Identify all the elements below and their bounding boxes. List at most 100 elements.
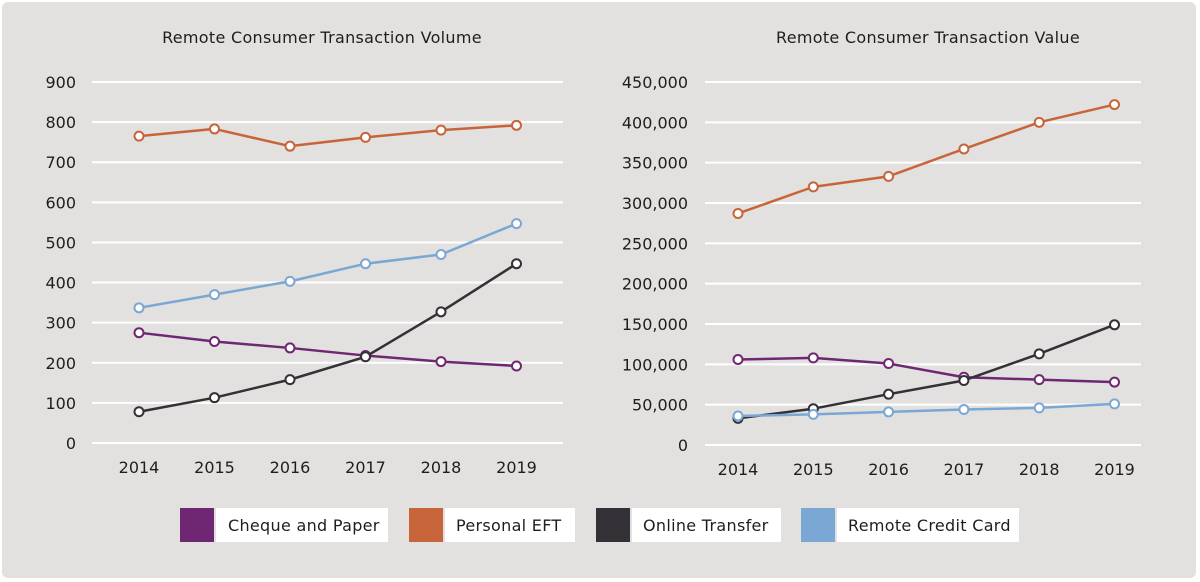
volume-series bbox=[133, 119, 522, 418]
volume-x-tick-label: 2017 bbox=[345, 458, 386, 477]
value-data-point-cheque-and-paper[interactable] bbox=[883, 358, 895, 370]
volume-data-point-online-transfer[interactable] bbox=[133, 406, 145, 418]
value-y-ticks: 0 50,000 100,000 150,000 200,000 250,000 300,0… bbox=[622, 73, 688, 455]
volume-data-point-cheque-and-paper[interactable] bbox=[133, 327, 145, 339]
volume-x-ticks: 2014 2015 2016 2017 2018 2019 bbox=[119, 458, 537, 477]
legend-label-remote-credit-card: Remote Credit Card bbox=[848, 516, 1011, 535]
value-data-point-personal-eft[interactable] bbox=[958, 143, 970, 155]
volume-y-tick-label: 700 bbox=[45, 153, 76, 172]
volume-data-point-cheque-and-paper[interactable] bbox=[284, 342, 296, 354]
volume-data-point-remote-credit-card[interactable] bbox=[435, 248, 447, 260]
volume-x-tick-label: 2019 bbox=[496, 458, 537, 477]
value-data-point-personal-eft[interactable] bbox=[807, 181, 819, 193]
volume-chart: Remote Consumer Transaction Volume 0 100 2… bbox=[45, 28, 563, 477]
volume-y-tick-label: 800 bbox=[45, 113, 76, 132]
volume-data-point-online-transfer[interactable] bbox=[284, 374, 296, 386]
value-data-point-online-transfer[interactable] bbox=[883, 388, 895, 400]
value-data-point-online-transfer[interactable] bbox=[1109, 319, 1120, 331]
value-data-point-remote-credit-card[interactable] bbox=[807, 408, 819, 420]
value-data-point-remote-credit-card[interactable] bbox=[1033, 402, 1045, 414]
legend-swatch-personal-eft bbox=[409, 508, 443, 542]
value-data-point-cheque-and-paper[interactable] bbox=[1033, 374, 1045, 386]
legend-label-box bbox=[216, 508, 388, 542]
legend-item-remote-credit-card[interactable]: Remote Credit Card bbox=[801, 508, 1019, 542]
value-data-point-online-transfer[interactable] bbox=[958, 374, 970, 386]
volume-data-point-online-transfer[interactable] bbox=[209, 392, 220, 404]
volume-y-tick-label: 200 bbox=[45, 354, 76, 373]
volume-x-tick-label: 2018 bbox=[421, 458, 462, 477]
value-y-tick-label: 150,000 bbox=[622, 315, 688, 334]
value-data-point-remote-credit-card[interactable] bbox=[958, 404, 970, 416]
value-data-point-personal-eft[interactable] bbox=[732, 207, 744, 219]
volume-grid bbox=[92, 81, 563, 444]
value-series-line-cheque-and-paper bbox=[737, 356, 1115, 384]
value-data-point-cheque-and-paper[interactable] bbox=[807, 352, 819, 364]
volume-y-tick-label: 0 bbox=[66, 434, 76, 453]
value-data-point-personal-eft[interactable] bbox=[1109, 99, 1120, 111]
volume-data-point-remote-credit-card[interactable] bbox=[511, 218, 522, 230]
legend-item-cheque-and-paper[interactable]: Cheque and Paper bbox=[180, 508, 388, 542]
value-data-point-cheque-and-paper[interactable] bbox=[732, 353, 744, 365]
legend-item-personal-eft[interactable]: Personal EFT bbox=[409, 508, 575, 542]
legend-label-box bbox=[632, 508, 781, 542]
volume-series-remote-credit-card bbox=[133, 218, 522, 314]
volume-data-point-remote-credit-card[interactable] bbox=[133, 302, 145, 314]
volume-y-tick-label: 500 bbox=[45, 233, 76, 252]
volume-series-line-remote-credit-card bbox=[138, 222, 517, 310]
value-data-point-remote-credit-card[interactable] bbox=[732, 410, 744, 422]
volume-data-point-personal-eft[interactable] bbox=[133, 130, 145, 142]
value-series-line-remote-credit-card bbox=[737, 402, 1115, 418]
volume-data-point-personal-eft[interactable] bbox=[284, 140, 296, 152]
value-y-tick-label: 350,000 bbox=[622, 154, 688, 173]
value-chart-title: Remote Consumer Transaction Value bbox=[776, 28, 1080, 47]
volume-data-point-personal-eft[interactable] bbox=[360, 131, 371, 143]
legend-label-box bbox=[445, 508, 575, 542]
value-data-point-cheque-and-paper[interactable] bbox=[1109, 376, 1120, 388]
volume-data-point-remote-credit-card[interactable] bbox=[209, 289, 220, 301]
volume-series-line-personal-eft bbox=[138, 124, 517, 148]
volume-data-point-personal-eft[interactable] bbox=[511, 119, 522, 131]
volume-data-point-online-transfer[interactable] bbox=[360, 351, 371, 363]
value-y-tick-label: 50,000 bbox=[632, 396, 688, 415]
value-grid bbox=[705, 81, 1141, 446]
value-series-line-online-transfer bbox=[737, 323, 1115, 420]
volume-y-tick-label: 300 bbox=[45, 314, 76, 333]
value-y-tick-label: 300,000 bbox=[622, 194, 688, 213]
volume-data-point-remote-credit-card[interactable] bbox=[360, 258, 371, 270]
value-chart: Remote Consumer Transaction Value 0 50,00… bbox=[622, 28, 1141, 479]
value-series-remote-credit-card bbox=[732, 398, 1120, 422]
value-data-point-personal-eft[interactable] bbox=[883, 170, 895, 182]
volume-series-cheque-and-paper bbox=[133, 327, 522, 372]
volume-data-point-cheque-and-paper[interactable] bbox=[209, 336, 220, 348]
volume-series-line-cheque-and-paper bbox=[138, 331, 517, 368]
value-data-point-online-transfer[interactable] bbox=[1033, 348, 1045, 360]
volume-data-point-personal-eft[interactable] bbox=[435, 124, 447, 136]
value-y-tick-label: 100,000 bbox=[622, 355, 688, 374]
value-x-tick-label: 2015 bbox=[793, 460, 834, 479]
volume-y-tick-label: 900 bbox=[45, 73, 76, 92]
value-data-point-remote-credit-card[interactable] bbox=[883, 406, 895, 418]
value-x-tick-label: 2018 bbox=[1019, 460, 1060, 479]
volume-y-tick-label: 600 bbox=[45, 193, 76, 212]
legend-item-online-transfer[interactable]: Online Transfer bbox=[596, 508, 781, 542]
legend-swatch-remote-credit-card bbox=[801, 508, 835, 542]
legend-swatch-cheque-and-paper bbox=[180, 508, 214, 542]
value-series-cheque-and-paper bbox=[732, 352, 1120, 388]
value-data-point-remote-credit-card[interactable] bbox=[1109, 398, 1120, 410]
volume-data-point-online-transfer[interactable] bbox=[511, 258, 522, 270]
volume-data-point-remote-credit-card[interactable] bbox=[284, 275, 296, 287]
volume-data-point-online-transfer[interactable] bbox=[435, 306, 447, 318]
volume-chart-title: Remote Consumer Transaction Volume bbox=[162, 28, 482, 47]
volume-x-tick-label: 2014 bbox=[119, 458, 160, 477]
value-y-tick-label: 0 bbox=[678, 436, 688, 455]
value-data-point-personal-eft[interactable] bbox=[1033, 116, 1045, 128]
value-series-line-personal-eft bbox=[737, 103, 1115, 215]
volume-series-online-transfer bbox=[133, 258, 522, 418]
value-y-tick-label: 200,000 bbox=[622, 275, 688, 294]
value-series bbox=[732, 99, 1120, 424]
volume-data-point-cheque-and-paper[interactable] bbox=[511, 360, 522, 372]
volume-data-point-cheque-and-paper[interactable] bbox=[435, 356, 447, 368]
volume-data-point-personal-eft[interactable] bbox=[209, 123, 220, 135]
volume-x-tick-label: 2016 bbox=[270, 458, 311, 477]
volume-series-personal-eft bbox=[133, 119, 522, 152]
